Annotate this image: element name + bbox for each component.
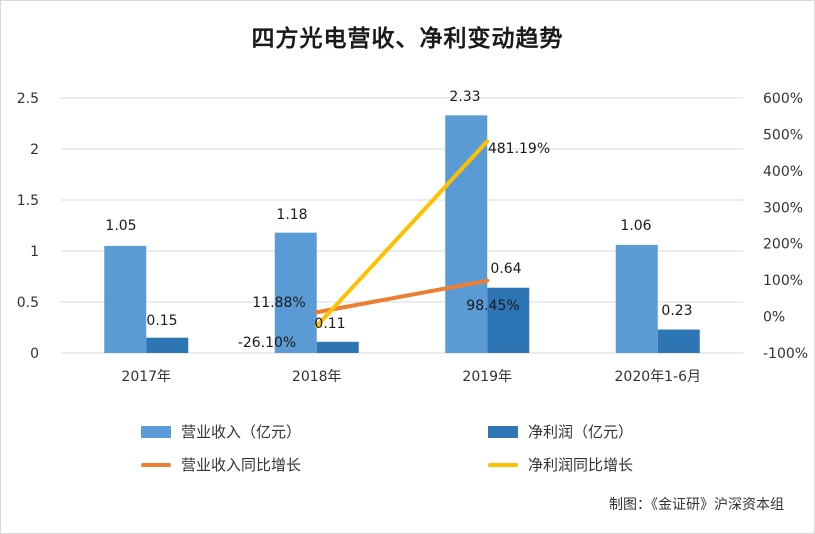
y-left-tick-label: 2.5 <box>17 91 39 107</box>
line-data-label: -26.10% <box>238 335 296 351</box>
bar-net-profit <box>316 341 359 353</box>
bar-net-profit <box>146 337 189 353</box>
legend-label-net-profit-growth: 净利润同比增长 <box>528 456 634 474</box>
x-category-label: 2019年 <box>462 369 512 385</box>
chart-title: 四方光电营收、净利变动趋势 <box>251 26 564 52</box>
legend-label-revenue: 营业收入（亿元） <box>181 423 302 441</box>
bar-data-label: 1.06 <box>620 218 651 234</box>
line-revenue-growth <box>314 278 490 315</box>
legend-swatch-revenue <box>141 426 171 438</box>
bar-revenue <box>104 245 147 353</box>
y-left-tick-label: 1.5 <box>17 193 39 209</box>
bar-data-label: 1.18 <box>276 207 307 223</box>
bar-net-profit <box>657 329 700 353</box>
bar-revenue <box>274 232 317 353</box>
chart-footer: 制图：《金证研》沪深资本组 <box>609 497 784 513</box>
bar-revenue <box>615 244 658 353</box>
legend-swatch-net-profit-growth <box>488 463 518 467</box>
y-right-tick-label: 100% <box>763 273 803 289</box>
bar-data-label: 0.64 <box>490 261 521 277</box>
y-left-tick-label: 1 <box>30 244 39 260</box>
line-data-label: 98.45% <box>466 298 519 314</box>
bar-data-label: 2.33 <box>449 89 480 105</box>
legend-label-revenue-growth: 营业收入同比增长 <box>181 456 302 474</box>
bar-net-profit <box>487 287 530 353</box>
legend-swatch-revenue-growth <box>141 463 171 467</box>
y-right-tick-label: 500% <box>763 127 803 143</box>
legend-swatch-net-profit <box>488 426 518 438</box>
y-right-tick-label: 0% <box>763 310 785 326</box>
x-category-label: 2017年 <box>121 369 171 385</box>
y-right-tick-label: 300% <box>763 200 803 216</box>
chart-plot: 0 0.5 1 1.5 2 2.5 -100% 0% 100% 200% 300% 400% 500% 6… <box>17 89 808 385</box>
x-category-label: 2018年 <box>292 369 342 385</box>
line-data-label: 11.88% <box>252 295 305 311</box>
y-right-tick-label: 600% <box>763 91 803 107</box>
y-left-tick-label: 2 <box>30 142 39 158</box>
y-right-tick-label: 400% <box>763 164 803 180</box>
y-right-tick-label: 200% <box>763 237 803 253</box>
line-net-profit-growth <box>314 139 490 329</box>
y-left-tick-label: 0.5 <box>17 295 39 311</box>
bar-data-label: 0.23 <box>661 303 692 319</box>
bar-data-label: 1.05 <box>105 218 136 234</box>
bar-data-label: 0.11 <box>314 316 345 332</box>
bar-data-label: 0.15 <box>146 313 177 329</box>
x-category-label: 2020年1-6月 <box>615 369 702 385</box>
line-data-label: 481.19% <box>488 141 550 157</box>
y-right-tick-label: -100% <box>763 346 808 362</box>
bar-revenue <box>445 115 488 353</box>
legend-label-net-profit: 净利润（亿元） <box>528 423 634 441</box>
y-left-tick-label: 0 <box>30 346 39 362</box>
